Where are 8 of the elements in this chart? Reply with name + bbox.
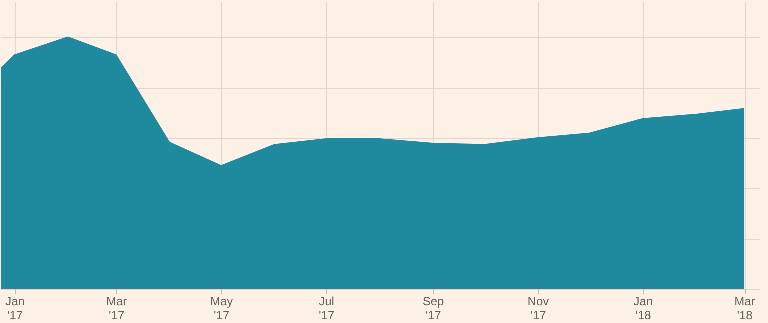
x-tick-label: Mar '17: [106, 294, 128, 322]
x-tick-label: May '17: [210, 294, 234, 322]
x-tick-label: Sep '17: [422, 294, 444, 322]
x-tick-label: Jul '17: [318, 294, 335, 322]
x-tick-label: Nov '17: [528, 294, 550, 322]
x-tick-label: Mar '18: [734, 294, 756, 322]
x-tick-label: Jan '17: [6, 294, 25, 322]
x-tick-label: Jan '18: [634, 294, 654, 322]
